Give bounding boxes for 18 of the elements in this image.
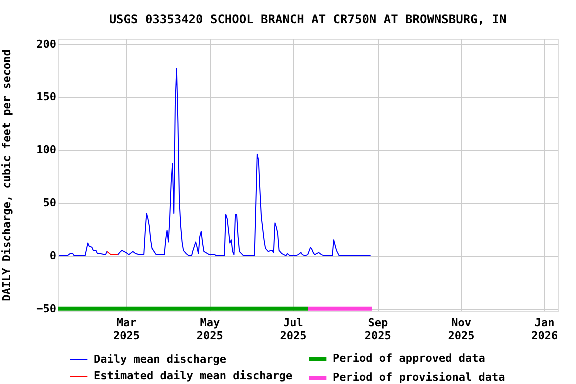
x-tick-label: Jan 2026 [532, 316, 558, 342]
x-tick-label: Mar 2025 [114, 316, 140, 342]
y-axis-title: DAILY Discharge, cubic feet per second [0, 50, 14, 302]
x-tick-label: May 2025 [196, 316, 224, 342]
legend-label: Period of provisional data [333, 371, 506, 384]
x-tick-label: Nov 2025 [448, 316, 475, 342]
legend-label: Estimated daily mean discharge [94, 370, 294, 382]
x-tick-label: Jul 2025 [280, 316, 307, 342]
legend-label: Period of approved data [333, 352, 486, 365]
x-tick-label: Sep 2025 [364, 316, 392, 342]
y-tick-label: 0 [50, 249, 56, 262]
y-tick-label: 50 [43, 196, 56, 210]
y-tick-label: 150 [36, 90, 56, 104]
y-tick-label: 200 [36, 38, 56, 51]
y-tick-label: −50 [36, 302, 56, 316]
y-tick-label: 100 [36, 144, 56, 157]
legend-label: Daily mean discharge [94, 352, 227, 366]
chart-title: USGS 03353420 SCHOOL BRANCH AT CR750N AT BROWNSBURG, IN [109, 12, 507, 26]
